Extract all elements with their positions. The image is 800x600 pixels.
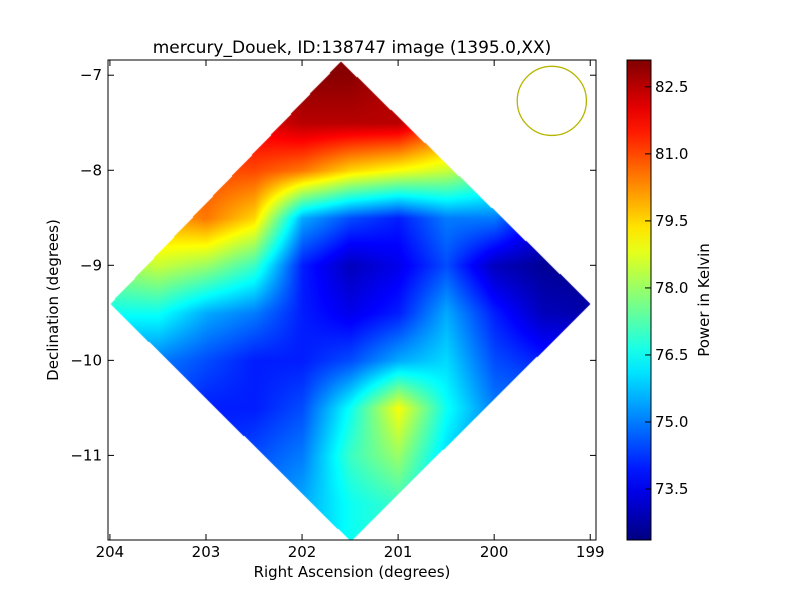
colorbar-tick-label: 73.5 xyxy=(655,480,688,498)
colorbar-tick-label: 76.5 xyxy=(655,346,688,364)
colorbar-tick-label: 79.5 xyxy=(655,212,688,230)
colorbar xyxy=(626,59,652,541)
chart-title: mercury_Douek, ID:138747 image (1395.0,X… xyxy=(153,38,552,58)
colorbar-tick-label: 82.5 xyxy=(655,78,688,96)
x-axis-label: Right Ascension (degrees) xyxy=(254,563,451,581)
x-tick-label: 199 xyxy=(576,543,605,561)
y-tick-label: −8 xyxy=(80,161,102,179)
y-tick-label: −10 xyxy=(70,351,102,369)
colorbar-tick-label: 75.0 xyxy=(655,413,688,431)
y-tick-label: −9 xyxy=(80,256,102,274)
colorbar-label: Power in Kelvin xyxy=(695,243,713,357)
axes-frame xyxy=(107,59,597,541)
x-tick-label: 200 xyxy=(480,543,509,561)
colorbar-tick-label: 81.0 xyxy=(655,145,688,163)
beam-circle xyxy=(516,65,588,137)
x-tick-label: 202 xyxy=(288,543,317,561)
colorbar-tick-label: 78.0 xyxy=(655,279,688,297)
y-axis-label: Declination (degrees) xyxy=(44,219,62,381)
x-tick-label: 201 xyxy=(384,543,413,561)
y-tick-label: −11 xyxy=(70,446,102,464)
x-tick-label: 204 xyxy=(96,543,125,561)
y-tick-label: −7 xyxy=(80,66,102,84)
heatmap-image xyxy=(108,60,596,540)
x-tick-label: 203 xyxy=(192,543,221,561)
